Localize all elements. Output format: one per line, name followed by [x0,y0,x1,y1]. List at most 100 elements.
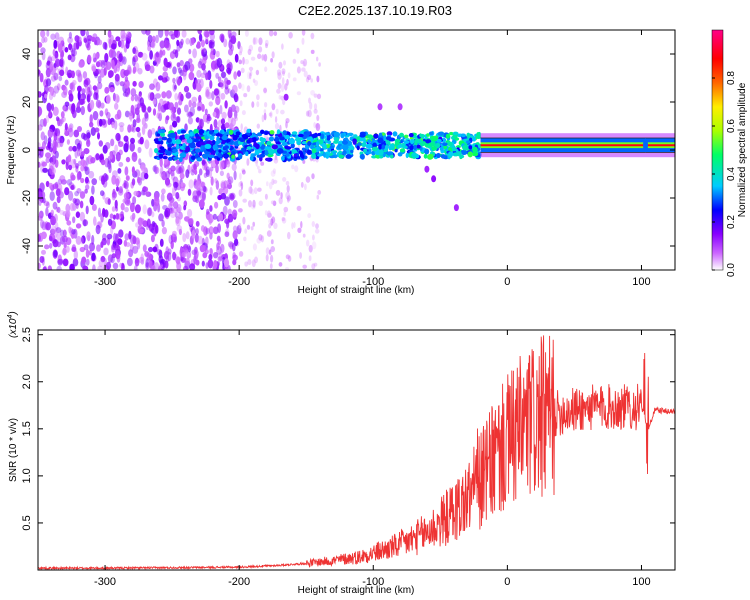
spectrogram-noise-cell [266,230,272,237]
spectrogram-noise-cell [172,181,179,188]
spectrogram-noise-cell [88,250,92,256]
spectrogram-noise-cell [54,58,61,67]
spectrogram-noise-cell [226,179,232,185]
spectrogram-noise-cell [210,60,217,70]
spectrogram-signal-cell [169,132,176,138]
spectrogram-noise-cell [130,104,135,115]
spectrogram-noise-cell [224,196,230,206]
spectrogram-noise-cell [57,133,61,142]
spectrogram-noise-cell [283,206,289,213]
spectrogram-signal-cell [460,133,466,138]
spectrogram-noise-cell [220,243,225,253]
spectrogram-noise-cell [248,66,254,71]
spectrogram-noise-cell [263,109,267,114]
spectrogram-signal-cell [279,136,285,141]
spectrogram-noise-cell [181,69,188,77]
spectrogram-noise-cell [76,102,81,112]
spectrogram-noise-cell [52,106,59,117]
spectrogram-noise-cell [178,211,183,220]
spectrogram-noise-cell [161,170,167,181]
spectrogram-noise-cell [49,242,53,249]
spectrogram-noise-cell [123,79,130,89]
spectrogram-noise-cell [160,165,164,175]
spectrogram-noise-cell [222,205,228,216]
spectrogram-noise-cell [268,181,273,190]
spectrogram-noise-cell [53,72,59,81]
spectrogram-noise-cell [191,96,197,103]
spectrogram-noise-cell [135,117,141,124]
spectrogram-noise-cell [152,60,157,66]
spectrogram-noise-cell [270,58,273,63]
spectrogram-signal-cell [404,134,409,139]
spectrogram-noise-cell [191,249,198,256]
spectrogram-noise-cell [168,234,173,244]
spectrogram-noise-cell [255,159,258,167]
spectrogram-noise-cell [175,116,180,123]
spectrogram-noise-cell [137,131,142,138]
spectrogram-signal-cell [158,138,162,142]
spectrogram-noise-cell [200,181,206,188]
spectrogram-signal-cell [443,145,448,150]
spectrogram-signal-cell [411,152,417,158]
spectrogram-noise-cell [214,201,219,209]
spectrogram-noise-cell [200,72,207,78]
spectrogram-noise-cell [119,81,125,87]
spectrogram-noise-cell [51,225,57,232]
spectrogram-noise-cell [71,49,77,57]
spectrogram-signal-cell [199,141,206,146]
spectrogram-noise-cell [308,97,311,104]
spectrogram-signal-cell [334,136,340,143]
spectrogram-noise-cell [311,241,317,250]
spectrogram-noise-cell [85,249,90,258]
spectrogram-noise-cell [197,235,203,245]
spectrogram-noise-cell [274,154,278,161]
spectrogram-signal-cell [185,146,191,153]
spectrogram-noise-cell [218,188,223,195]
spectrogram-signal-cell [323,144,327,150]
spectrogram-noise-cell [263,112,267,121]
spectrogram-signal-cell [425,139,432,144]
spectrogram-noise-cell [137,217,143,226]
spectrogram-noise-cell [67,36,73,44]
spectrogram-noise-cell [203,30,210,38]
spectrogram-signal-cell [326,140,332,144]
spectrogram-noise-cell [178,99,183,106]
spectrogram-noise-cell [152,108,157,116]
spectrogram-noise-cell [249,186,253,195]
spectrogram-noise-cell [209,168,213,179]
spectrogram-noise-cell [144,251,150,257]
spectrogram-noise-cell [95,61,101,68]
spectrogram-noise-cell [104,86,110,94]
spectrogram-noise-cell [307,74,312,81]
spectrogram-signal-cell [428,142,435,147]
spectrogram-noise-cell [100,59,106,69]
spectrogram-noise-cell [184,61,191,71]
spectrogram-signal-cell [392,131,398,137]
spectrogram-signal-cell [381,144,386,150]
spectrogram-signal-cell [279,144,283,149]
spectrogram-noise-cell [82,219,89,227]
spectrogram-noise-cell [314,228,320,234]
spectrogram-noise-cell [74,198,81,206]
spectrogram-noise-cell [276,88,281,94]
spectrogram-noise-cell [170,210,176,219]
spectrogram-noise-cell [111,253,117,259]
spectrogram-noise-cell [287,231,291,240]
spectrogram-signal-cell [365,143,373,149]
spectrogram-noise-cell [100,159,106,166]
spectrogram-noise-cell [46,102,52,112]
spectrogram-noise-cell [269,263,273,270]
spectrogram-noise-cell [78,60,84,68]
spectrogram-signal-cell [254,149,260,156]
snr-x-tick-label: -300 [94,576,116,588]
spectrogram-noise-cell [55,227,62,234]
spectrogram-signal-cell [440,154,446,159]
spectrogram-noise-cell [107,30,112,38]
spectrogram-signal-cell [373,133,379,139]
spectrogram-noise-cell [45,222,52,231]
spectrogram-noise-cell [41,249,46,255]
spectrogram-noise-cell [204,108,208,116]
snr-y-tick-label: 2.5 [21,327,33,342]
snr-y-tick-label: 1.0 [21,468,33,483]
spectrogram-noise-cell [92,264,96,270]
